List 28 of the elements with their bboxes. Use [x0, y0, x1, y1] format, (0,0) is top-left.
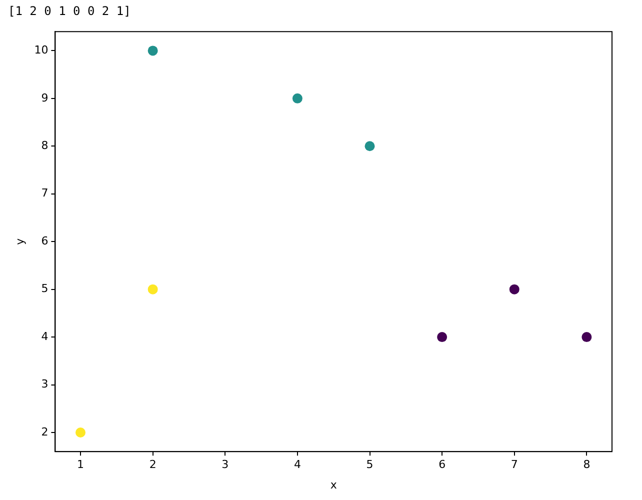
y-tick-label: 5 — [41, 282, 48, 296]
text: [1 2 0 1 0 0 2 1] — [8, 4, 131, 18]
y-tick-label: 7 — [41, 186, 48, 200]
y-tick-label: 2 — [41, 425, 48, 438]
point — [292, 93, 302, 104]
y-axis-title: y — [13, 238, 26, 245]
x-tick-label: 8 — [583, 458, 590, 472]
point — [437, 332, 448, 342]
x-tick-label: 7 — [510, 458, 518, 472]
y-tick-label: 6 — [41, 234, 48, 248]
y-tick-label: 8 — [41, 139, 48, 152]
x-tick-label: 2 — [149, 458, 156, 472]
x-tick-label: 3 — [222, 458, 229, 472]
y-tick-label: 4 — [41, 330, 48, 343]
x-tick-label: 1 — [77, 458, 84, 472]
y-tick-label: 3 — [41, 378, 48, 391]
x-tick-label: 6 — [438, 458, 446, 472]
y-tick-label: 9 — [41, 91, 48, 104]
point — [509, 284, 520, 294]
point — [76, 428, 86, 438]
x-tick-label: 5 — [366, 458, 374, 472]
y-tick-label: 10 — [34, 44, 48, 57]
x-axis-title: x — [330, 478, 338, 492]
x-tick-label: 4 — [294, 458, 301, 472]
point — [364, 141, 375, 152]
point — [148, 284, 158, 294]
point — [148, 46, 158, 56]
point — [582, 332, 592, 342]
